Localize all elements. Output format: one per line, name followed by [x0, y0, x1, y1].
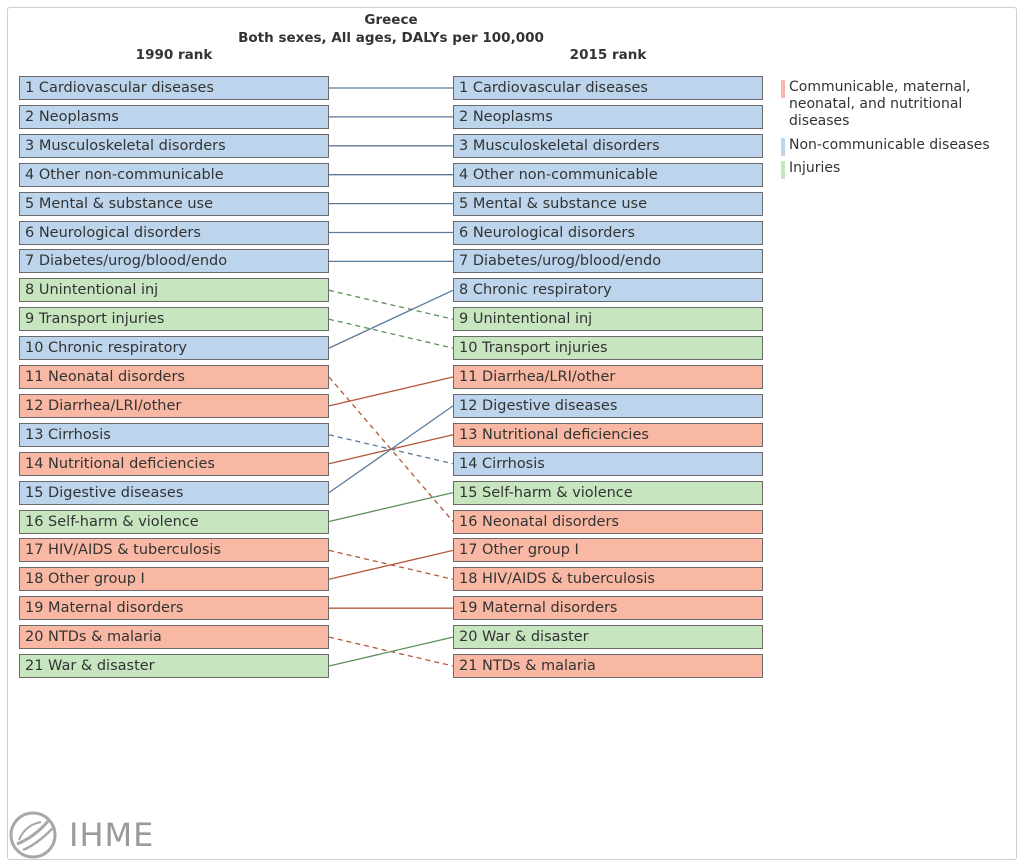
right-rank-box: 9 Unintentional inj: [453, 307, 763, 332]
right-rank-box: 13 Nutritional deficiencies: [453, 422, 763, 447]
right-column-header: 2015 rank: [569, 47, 647, 63]
left-rank-box: 19 Maternal disorders: [19, 596, 329, 621]
right-rank-box: 12 Digestive diseases: [453, 393, 763, 418]
right-rank-box: 11 Diarrhea/LRI/other: [453, 365, 763, 389]
left-rank-box: 6 Neurological disorders: [19, 220, 329, 245]
right-rank-box: 14 Cirrhosis: [453, 451, 763, 476]
rank-link: [328, 376, 454, 407]
legend-swatch: [781, 80, 785, 98]
right-rank-box: 2 Neoplasms: [453, 104, 763, 129]
left-rank-box: 9 Transport injuries: [19, 307, 329, 332]
chart-subtitle: Both sexes, All ages, DALYs per 100,000: [238, 30, 544, 46]
rank-link: [328, 549, 454, 580]
left-rank-box: 1 Cardiovascular diseases: [19, 76, 329, 100]
rank-link: [328, 318, 454, 349]
legend-label: Non-communicable diseases: [789, 137, 990, 153]
left-rank-box: 20 NTDs & malaria: [19, 625, 329, 650]
left-rank-box: 12 Diarrhea/LRI/other: [19, 393, 329, 418]
left-rank-box: 11 Neonatal disorders: [19, 365, 329, 389]
left-rank-box: 5 Mental & substance use: [19, 191, 329, 216]
left-column-header: 1990 rank: [135, 47, 213, 63]
ihme-leaf-icon: [9, 811, 57, 859]
rank-link: [328, 636, 454, 667]
left-rank-box: 17 HIV/AIDS & tuberculosis: [19, 538, 329, 563]
right-rank-box: 20 War & disaster: [453, 625, 763, 650]
left-rank-box: 2 Neoplasms: [19, 104, 329, 129]
right-rank-box: 16 Neonatal disorders: [453, 509, 763, 534]
right-rank-box: 5 Mental & substance use: [453, 191, 763, 216]
left-rank-box: 18 Other group I: [19, 567, 329, 592]
left-rank-box: 14 Nutritional deficiencies: [19, 451, 329, 476]
chart-title: Greece: [364, 12, 418, 28]
right-rank-box: 18 HIV/AIDS & tuberculosis: [453, 567, 763, 592]
left-rank-box: 4 Other non-communicable: [19, 162, 329, 187]
right-rank-box: 6 Neurological disorders: [453, 220, 763, 245]
legend-label: Injuries: [789, 160, 841, 176]
right-rank-box: 4 Other non-communicable: [453, 162, 763, 187]
ihme-logo: IHME: [9, 810, 179, 860]
right-rank-box: 7 Diabetes/urog/blood/endo: [453, 249, 763, 274]
rank-link: [328, 289, 454, 320]
left-rank-box: 16 Self-harm & violence: [19, 509, 329, 534]
right-rank-box: 8 Chronic respiratory: [453, 278, 763, 303]
left-rank-box: 13 Cirrhosis: [19, 422, 329, 447]
chart-frame: [7, 7, 1017, 860]
right-rank-box: 21 NTDs & malaria: [453, 654, 763, 678]
ihme-logo-text: IHME: [69, 816, 155, 854]
right-rank-box: 1 Cardiovascular diseases: [453, 76, 763, 100]
legend-swatch: [781, 161, 785, 179]
legend-swatch: [781, 138, 785, 156]
legend-label: Communicable, maternal, neonatal, and nu…: [789, 79, 971, 129]
left-rank-box: 8 Unintentional inj: [19, 278, 329, 303]
left-rank-box: 15 Digestive diseases: [19, 480, 329, 505]
left-rank-box: 3 Musculoskeletal disorders: [19, 133, 329, 158]
right-rank-box: 15 Self-harm & violence: [453, 480, 763, 505]
left-rank-box: 7 Diabetes/urog/blood/endo: [19, 249, 329, 274]
rank-link: [328, 289, 454, 349]
left-rank-box: 21 War & disaster: [19, 654, 329, 678]
right-rank-box: 19 Maternal disorders: [453, 596, 763, 621]
left-rank-box: 10 Chronic respiratory: [19, 336, 329, 361]
rank-link: [328, 491, 454, 523]
right-rank-box: 10 Transport injuries: [453, 336, 763, 361]
rank-link: [328, 405, 454, 494]
right-rank-box: 17 Other group I: [453, 538, 763, 563]
right-rank-box: 3 Musculoskeletal disorders: [453, 133, 763, 158]
